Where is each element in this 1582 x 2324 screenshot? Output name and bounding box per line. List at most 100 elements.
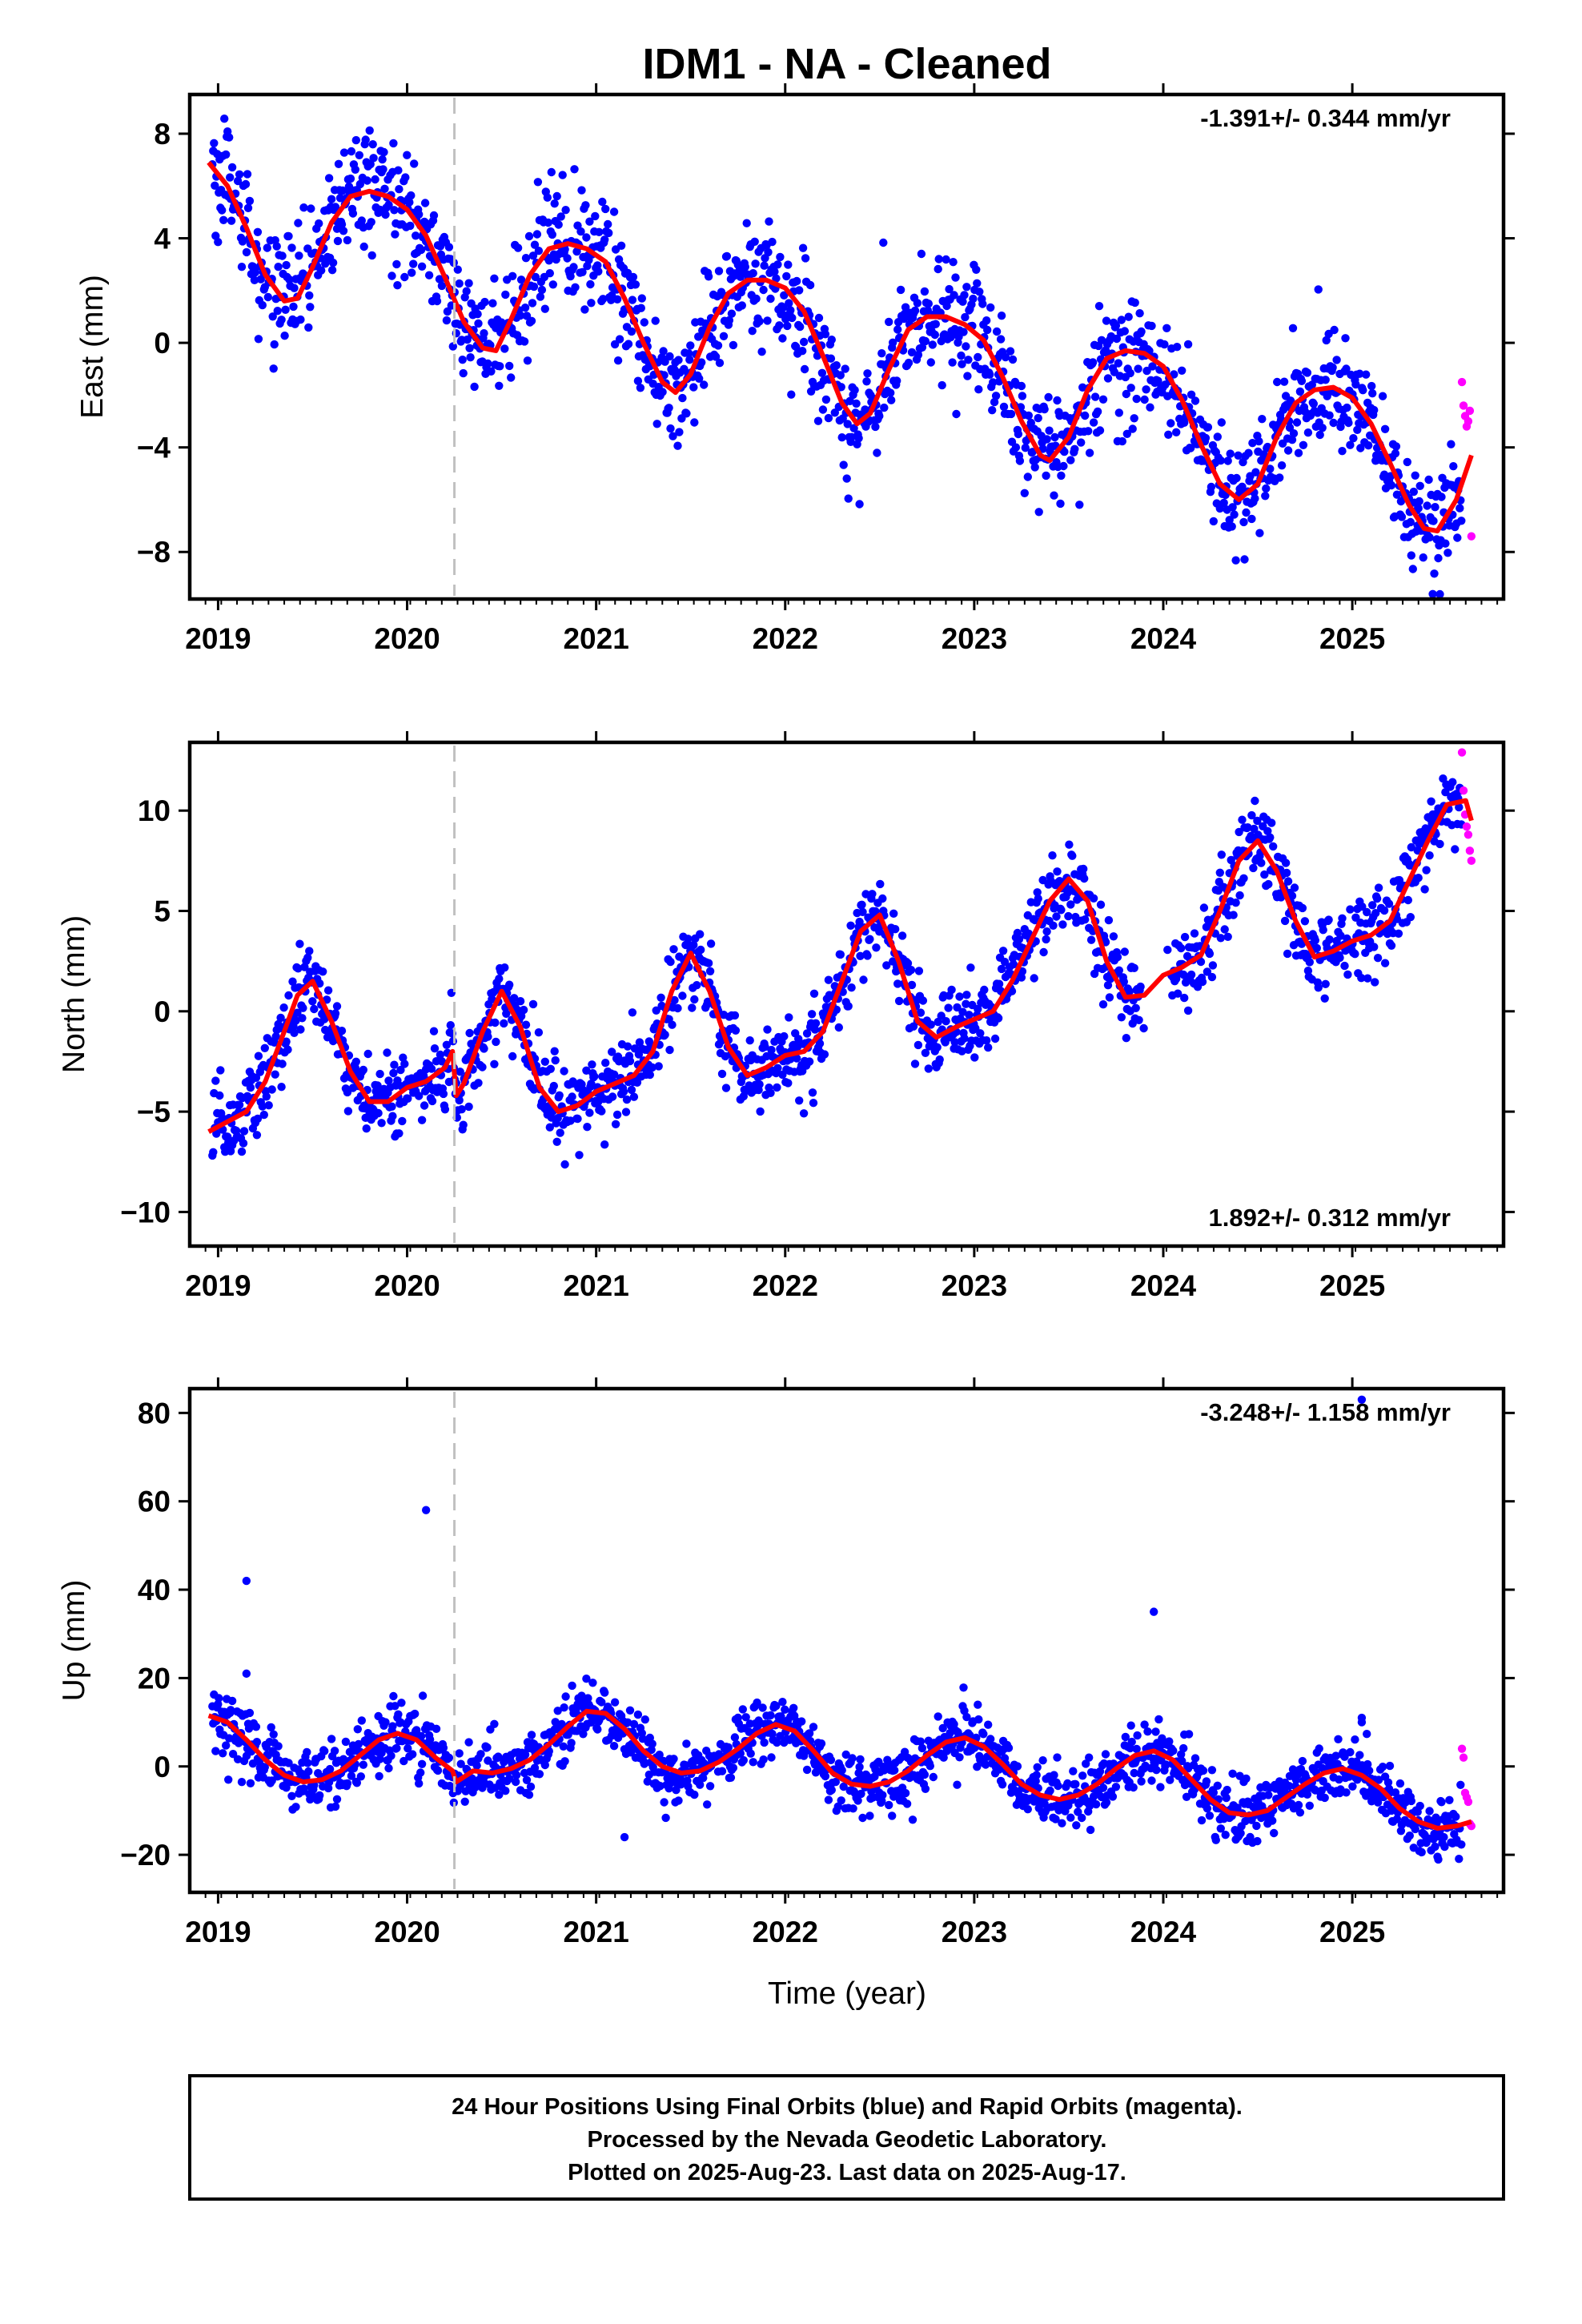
final-orbit-point: [761, 1043, 769, 1051]
final-orbit-point: [839, 460, 848, 469]
final-orbit-point: [1457, 1840, 1466, 1849]
final-orbit-point: [1343, 403, 1351, 412]
final-orbit-point: [568, 1681, 576, 1691]
final-orbit-point: [920, 287, 930, 296]
final-orbit-point: [242, 247, 251, 257]
final-orbit-point: [1221, 1831, 1230, 1839]
final-orbit-point: [1260, 870, 1269, 879]
final-orbit-point: [834, 1023, 844, 1032]
final-orbit-point: [661, 1813, 670, 1823]
final-orbit-point: [415, 1779, 424, 1788]
final-orbit-point: [433, 1766, 443, 1775]
final-orbit-point: [1114, 408, 1124, 417]
final-orbit-point: [383, 1048, 391, 1057]
final-orbit-point: [524, 231, 534, 241]
final-orbit-point: [949, 258, 958, 267]
final-orbit-point: [1351, 1735, 1359, 1744]
final-orbit-point: [622, 1095, 632, 1104]
final-orbit-point: [432, 1724, 441, 1733]
final-orbit-point: [1222, 1793, 1231, 1803]
final-orbit-point: [1363, 907, 1371, 917]
final-orbit-point: [359, 242, 368, 251]
final-orbit-point: [239, 1139, 248, 1148]
final-orbit-point: [416, 1731, 426, 1741]
final-orbit-point: [338, 186, 347, 195]
final-orbit-point: [237, 1147, 247, 1156]
final-orbit-point: [669, 432, 677, 440]
final-orbit-point: [251, 1723, 261, 1731]
final-orbit-point: [408, 268, 416, 277]
final-orbit-point: [972, 265, 981, 274]
final-orbit-point: [738, 1705, 747, 1714]
final-orbit-point: [850, 385, 859, 395]
final-orbit-point: [814, 313, 824, 323]
final-orbit-point: [842, 474, 851, 483]
final-orbit-point: [1152, 1766, 1161, 1775]
final-orbit-point: [496, 362, 504, 371]
final-orbit-point: [427, 1064, 436, 1073]
final-orbit-point: [1435, 839, 1444, 849]
final-orbit-point: [219, 1749, 227, 1758]
final-orbit-point: [1415, 497, 1423, 506]
final-orbit-point: [988, 406, 997, 415]
final-orbit-point: [809, 989, 819, 999]
final-orbit-point: [656, 993, 665, 1003]
final-orbit-point: [1292, 418, 1302, 427]
final-orbit-point: [415, 1092, 424, 1100]
final-orbit-point: [1057, 471, 1066, 480]
final-orbit-point: [1407, 551, 1416, 560]
final-orbit-point: [389, 1691, 398, 1701]
final-orbit-point: [359, 1760, 367, 1769]
final-orbit-point: [1030, 463, 1039, 472]
final-orbit-point: [260, 1763, 269, 1771]
final-orbit-point: [1169, 1747, 1178, 1755]
final-orbit-point: [233, 176, 243, 186]
x-tick-label: 2023: [942, 622, 1007, 655]
final-orbit-point: [1078, 383, 1087, 392]
final-orbit-point: [417, 1759, 427, 1768]
final-orbit-point: [579, 1730, 588, 1739]
final-orbit-point: [961, 312, 970, 322]
final-orbit-point: [1147, 1776, 1156, 1785]
final-orbit-point: [551, 1055, 560, 1065]
final-orbit-point: [304, 1767, 313, 1776]
final-orbit-point: [294, 964, 303, 973]
rapid-orbit-point: [1465, 406, 1475, 416]
final-orbit-point: [969, 294, 978, 304]
final-orbit-point: [654, 1062, 663, 1071]
final-orbit-point: [1239, 517, 1248, 527]
final-orbit-point: [545, 1123, 554, 1132]
final-orbit-point: [1336, 931, 1345, 940]
final-orbit-point: [1441, 539, 1450, 548]
final-orbit-point: [1009, 960, 1018, 969]
final-orbit-point: [930, 330, 940, 340]
final-orbit-point: [1380, 959, 1390, 967]
final-orbit-point: [1294, 448, 1303, 457]
final-orbit-point: [697, 945, 705, 955]
final-orbit-point: [1081, 915, 1090, 924]
final-orbit-point: [849, 1804, 857, 1813]
final-orbit-point: [272, 242, 281, 251]
final-orbit-point: [480, 329, 488, 338]
final-orbit-point: [1295, 1808, 1305, 1817]
final-orbit-point: [737, 301, 746, 310]
final-orbit-point: [1342, 1788, 1351, 1797]
final-orbit-point: [796, 322, 805, 332]
final-orbit-point: [810, 1025, 820, 1034]
final-orbit-point: [588, 1679, 597, 1687]
final-orbit-point: [1252, 1821, 1261, 1831]
final-orbit-point: [337, 220, 347, 229]
final-orbit-point: [1430, 569, 1439, 578]
final-orbit-point: [1033, 888, 1042, 897]
velocity-rate-label: 1.892+/- 0.312 mm/yr: [1209, 1204, 1451, 1232]
final-orbit-point: [826, 354, 836, 363]
final-orbit-point: [554, 220, 563, 229]
final-orbit-point: [844, 1002, 853, 1011]
final-orbit-point: [1427, 797, 1435, 806]
final-orbit-point: [586, 279, 595, 289]
y-axis: 840−4−8: [137, 118, 1515, 569]
final-orbit-point: [776, 252, 785, 262]
final-orbit-point: [412, 231, 420, 240]
final-orbit-point: [631, 280, 640, 289]
x-tick-label: 2023: [942, 1269, 1007, 1302]
